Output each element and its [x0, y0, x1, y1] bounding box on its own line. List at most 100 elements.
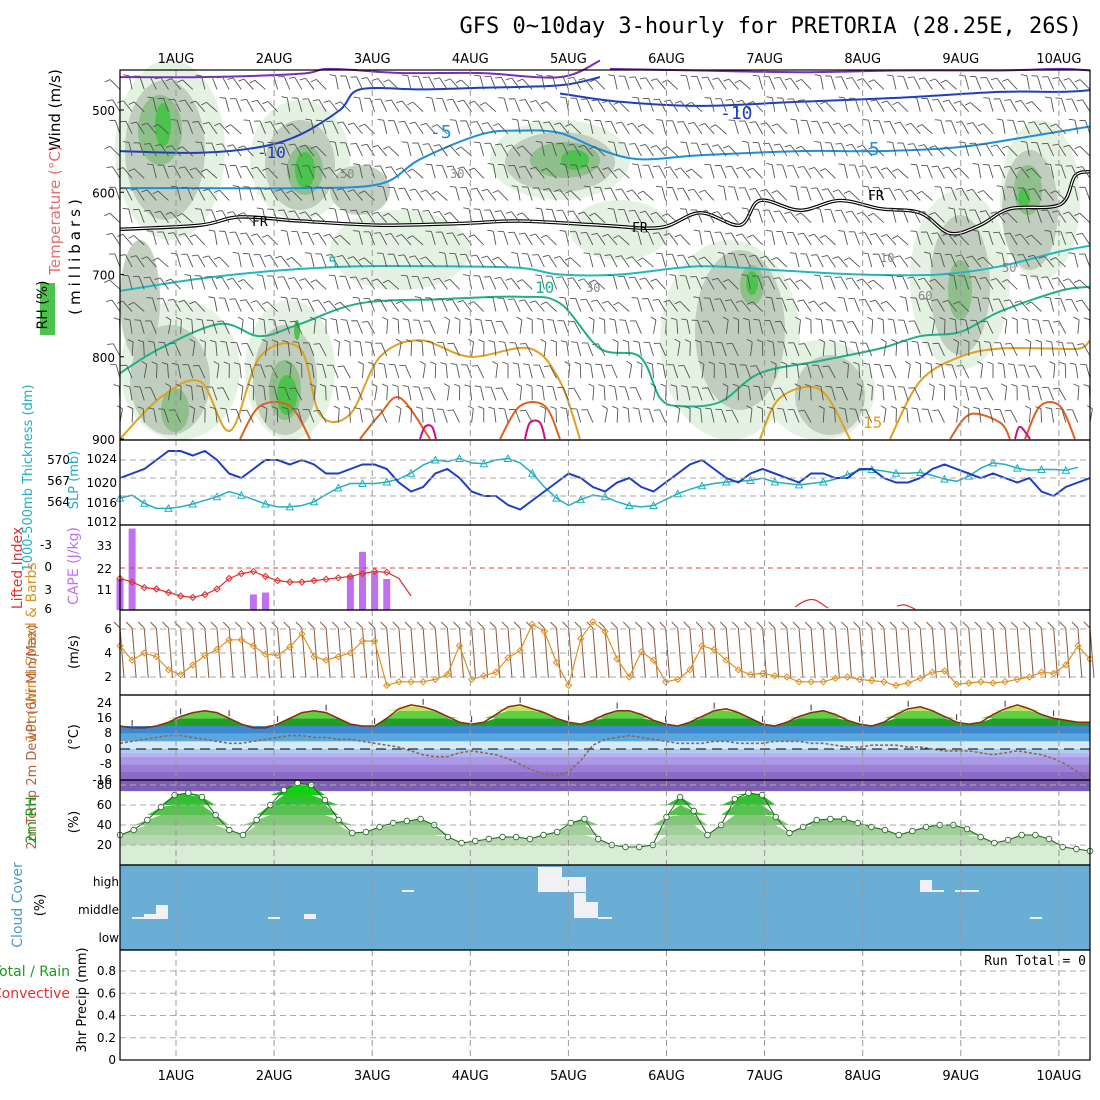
upper-wind-barb	[821, 188, 836, 201]
upper-wind-barb	[1020, 207, 1030, 223]
upper-wind-barb	[130, 255, 145, 268]
thickness-marker	[576, 495, 586, 504]
upper-wind-barb	[736, 166, 751, 179]
wind-speed-marker	[746, 670, 755, 679]
upper-wind-barb	[535, 140, 545, 157]
wind10-barb-flag	[574, 621, 582, 629]
temp-tick-label: 24	[97, 696, 112, 710]
temp-contour-20b	[499, 400, 561, 440]
upper-wind-barb	[629, 76, 642, 90]
upper-wind-barb	[340, 75, 351, 90]
upper-wind-barb	[543, 121, 557, 135]
upper-wind-barb	[1068, 118, 1079, 134]
upper-wind-barb	[206, 386, 218, 401]
upper-wind-barb	[1041, 76, 1055, 90]
thickness-marker	[479, 459, 489, 468]
upper-wind-barb	[907, 209, 921, 223]
upper-wind-barb	[351, 320, 363, 334]
upper-wind-barb	[457, 99, 472, 112]
upper-wind-barb	[859, 165, 873, 179]
upper-wind-barb	[642, 97, 654, 112]
upper-wind-barb	[249, 79, 266, 90]
upper-tick-label: 500	[92, 104, 115, 118]
upper-wind-barb	[292, 341, 303, 357]
upper-wind-barb	[868, 79, 885, 90]
upper-wind-barb	[347, 256, 363, 268]
wind10-barb-flag	[647, 621, 654, 629]
rh-2m-marker	[1045, 835, 1053, 843]
upper-wind-barb	[905, 189, 921, 201]
upper-wind-barb	[556, 76, 570, 90]
upper-wind-barb	[677, 121, 691, 135]
upper-wind-barb	[304, 252, 315, 268]
upper-wind-barb	[780, 361, 788, 379]
wind-speed-marker	[455, 642, 464, 650]
upper-wind-barb	[127, 339, 134, 356]
thickness-marker	[309, 497, 319, 506]
rh-fill-20-30	[120, 835, 1090, 845]
contour-label-m5a: -5	[430, 122, 452, 143]
upper-wind-barb	[483, 276, 497, 290]
upper-wind-barb	[746, 301, 763, 312]
temp-band	[120, 726, 1090, 734]
upper-wind-barb	[120, 364, 133, 379]
wind-speed-marker	[771, 672, 779, 680]
upper-wind-barb	[468, 234, 485, 246]
upper-wind-barb	[1053, 320, 1067, 334]
upper-wind-barb	[994, 409, 1006, 423]
upper-wind-barb	[992, 298, 1006, 312]
upper-wind-barb	[189, 338, 196, 356]
contour-label-rh60: 60	[918, 289, 932, 303]
upper-wind-barb	[752, 275, 764, 290]
upper-wind-barb	[195, 74, 206, 90]
date-label-top: 3AUG	[354, 52, 391, 67]
upper-wind-barb	[137, 406, 145, 423]
wind-speed-marker	[273, 651, 282, 660]
wind10-barb-flag	[150, 621, 157, 629]
upper-wind-barb	[1066, 342, 1079, 357]
upper-wind-barb	[347, 189, 363, 201]
upper-wind-barb	[310, 78, 327, 90]
run-total-label: Run Total = 0	[984, 954, 1086, 969]
wind10-barb	[155, 627, 161, 679]
upper-wind-barb	[474, 74, 485, 90]
upper-wind-barb	[958, 141, 970, 157]
upper-wind-barb	[108, 253, 121, 268]
wind-speed-marker	[334, 652, 343, 661]
upper-wind-barb	[106, 99, 121, 112]
upper-wind-barb	[637, 123, 654, 135]
upper-wind-barb	[543, 365, 557, 379]
cloud-level-label: high	[93, 875, 119, 889]
upper-wind-barb	[479, 102, 497, 112]
wind10-barb	[677, 627, 683, 679]
upper-wind-barb	[663, 99, 679, 112]
upper-wind-barb	[1076, 99, 1091, 112]
upper-wind-barb	[540, 167, 557, 179]
upper-wind-barb	[412, 386, 424, 401]
rh-2m-marker	[280, 786, 288, 794]
upper-wind-barb	[923, 251, 933, 268]
wind10-barb-flag	[732, 621, 739, 629]
upper-wind-barb	[1044, 296, 1055, 312]
upper-wind-barb	[336, 121, 351, 135]
upper-wind-barb	[128, 101, 145, 112]
wind-speed-marker	[698, 642, 706, 650]
upper-wind-barb	[106, 166, 121, 179]
upper-wind-barb	[712, 77, 727, 90]
upper-wind-barb	[784, 211, 800, 223]
upper-wind-barb	[419, 360, 426, 379]
upper-wind-barb	[1044, 163, 1055, 179]
upper-wind-barb	[1044, 96, 1055, 112]
rh-2m-marker	[731, 795, 738, 803]
upper-wind-barb	[619, 319, 630, 334]
wind10-barb-flag	[744, 621, 751, 629]
upper-wind-barb	[464, 384, 473, 401]
upper-wind-barb	[262, 234, 278, 246]
upper-wind-barb	[907, 276, 921, 290]
upper-wind-barb	[181, 120, 194, 135]
wind10-barb-flag	[1023, 621, 1030, 629]
thickness-marker	[406, 468, 416, 477]
wind10-barb-flag	[562, 621, 569, 629]
upper-wind-barb	[742, 384, 751, 401]
upper-wind-barb	[209, 406, 218, 423]
